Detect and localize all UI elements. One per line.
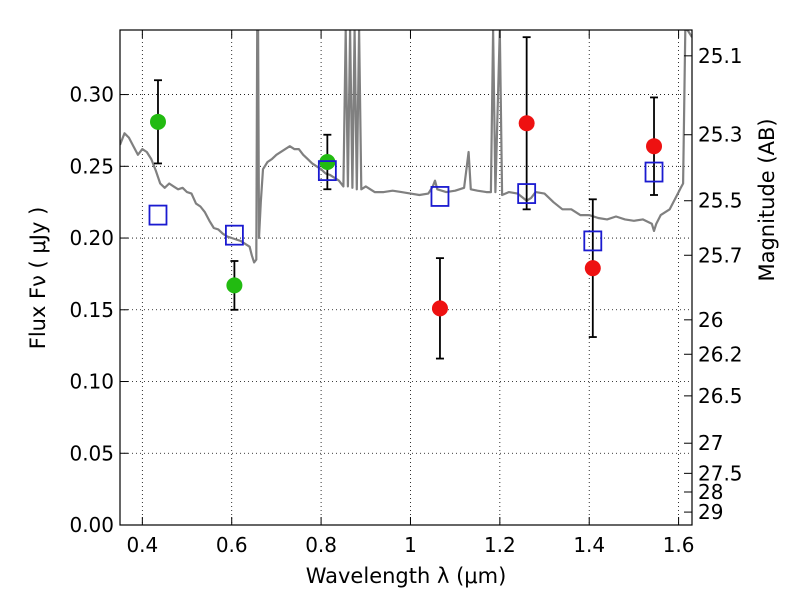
y-tick-label: 0.25: [69, 154, 114, 178]
x-tick-label: 1.2: [484, 533, 516, 557]
right-tick-label: 26: [698, 308, 723, 332]
model-square-marker: [148, 204, 168, 226]
right-tick-label: 27.5: [698, 461, 743, 485]
data-point: [646, 138, 663, 155]
model-square-marker: [644, 161, 664, 183]
right-tick-label: 25.5: [698, 189, 743, 213]
model-square-marker: [224, 224, 244, 246]
y-tick-label: 0.05: [69, 441, 114, 465]
y-tick-label: 0.00: [69, 513, 114, 537]
right-tick-label: 25.1: [698, 44, 743, 68]
model-square-marker: [317, 160, 337, 182]
right-tick-label: 26.5: [698, 384, 743, 408]
right-tick-label: 28: [698, 480, 723, 504]
right-tick-label: 25.7: [698, 243, 743, 267]
grid-lines: [120, 30, 692, 526]
model-square-marker: [517, 183, 537, 204]
y-tick-label: 0.30: [69, 83, 114, 107]
y-axis-label: Flux Fν ( μJy ): [26, 207, 50, 350]
axis-ticks-layer: 0.4 0.6 0.8 1 1.2 1.4 1.6 0.00 0.05 0.10 0.15 0.20 0…: [69, 30, 743, 557]
spectrum-line-layer: [120, 30, 692, 264]
y-tick-label: 0.20: [69, 226, 114, 250]
right-tick-label: 26.2: [698, 342, 743, 366]
data-point: [584, 260, 601, 277]
x-tick-label: 0.6: [216, 533, 248, 557]
x-tick-label: 1: [404, 533, 417, 557]
right-tick-label: 27: [698, 431, 723, 455]
x-tick-label: 1.4: [573, 533, 605, 557]
data-point: [431, 300, 448, 317]
spectrum-line: [120, 30, 692, 264]
errorbar-layer: [153, 36, 659, 360]
x-axis-label: Wavelength λ (μm): [306, 564, 507, 588]
data-point: [226, 277, 243, 294]
data-point: [518, 115, 535, 132]
model-squares-layer: [148, 160, 664, 252]
data-point: [149, 113, 166, 130]
y-tick-label: 0.10: [69, 370, 114, 394]
right-tick-label: 25.3: [698, 123, 743, 147]
data-points-layer: [149, 113, 663, 317]
x-tick-label: 0.8: [305, 533, 337, 557]
x-tick-label: 0.4: [126, 533, 158, 557]
right-tick-label: 29: [698, 500, 723, 524]
plot-frame: [119, 29, 693, 526]
right-axis-label: Magnitude (AB): [755, 118, 779, 281]
x-tick-label: 1.6: [663, 533, 695, 557]
model-square-marker: [430, 186, 450, 207]
y-tick-label: 0.15: [69, 298, 114, 322]
model-square-marker: [583, 230, 603, 252]
